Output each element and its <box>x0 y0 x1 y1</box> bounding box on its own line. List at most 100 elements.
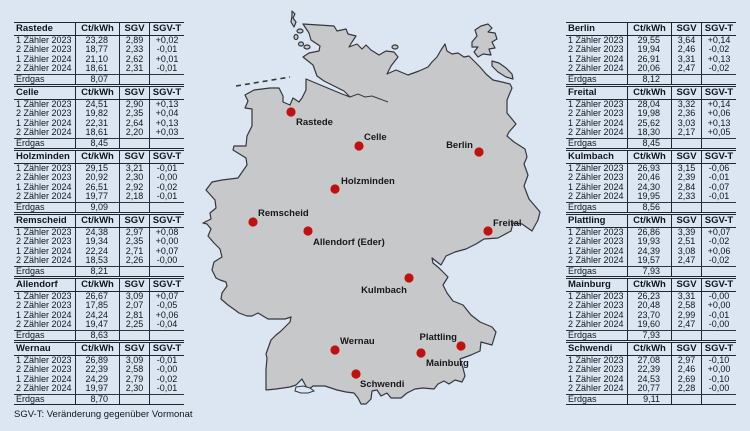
sgvt-cell: -0,04 <box>156 320 178 330</box>
col-header-sgv: SGV <box>672 343 702 355</box>
empty-cell <box>150 395 184 404</box>
col-header-sgvt: SGV-T <box>152 87 182 98</box>
erdgas-row: Erdgas 8,07 <box>14 73 184 84</box>
table-row: 1 Zähler 2024 25,62 3,03 +0,13 <box>566 118 736 129</box>
sgv-cell: 2,71 <box>120 246 150 257</box>
sgvt-cell: +0,13 <box>707 118 731 128</box>
col-header-price: Ct/kWh <box>628 343 672 355</box>
sgvt-cell: -0,01 <box>708 173 730 183</box>
sgvt-cell: -0,01 <box>156 356 178 365</box>
sgvt-cell: -0,00 <box>708 384 730 394</box>
row-label: 1 Zähler 2024 <box>14 182 76 193</box>
row-label: 1 Zähler 2023 <box>14 36 76 46</box>
price-table-plattling: Plattling Ct/kWh SGV SGV-T 1 Zähler 2023 26,8… <box>566 214 736 277</box>
city-marker-holzminden <box>330 184 340 194</box>
erdgas-row: Erdgas 9,11 <box>566 393 736 404</box>
sgvt-cell: -0,01 <box>156 384 178 394</box>
sgv-cell: 2,30 <box>120 173 150 183</box>
table-row: 2 Zähler 2023 19,82 2,35 +0,04 <box>14 109 184 119</box>
col-header-sgv: SGV <box>672 151 702 163</box>
table-row: 2 Zähler 2024 18,61 2,20 +0,03 <box>14 128 184 138</box>
price-cell: 19,95 <box>628 192 672 202</box>
sgvt-cell: +0,08 <box>155 228 179 237</box>
table-city-name: Holzminden <box>14 151 76 163</box>
col-header-sgvt: SGV-T <box>704 151 734 162</box>
usedom-island <box>491 60 514 80</box>
footnote-sgvt-explanation: SGV-T: Veränderung gegenüber Vormonat <box>14 409 193 420</box>
city-label-freital: Freital <box>493 218 522 229</box>
ruegen-island <box>471 23 498 58</box>
erdgas-row: Erdgas 9,09 <box>14 201 184 212</box>
price-cell: 19,93 <box>628 237 672 247</box>
col-header-sgv: SGV <box>672 87 702 99</box>
col-header-sgvt: SGV-T <box>152 23 182 34</box>
table-row: 1 Zähler 2023 28,04 3,32 +0,14 <box>566 100 736 110</box>
price-table-celle: Celle Ct/kWh SGV SGV-T 1 Zähler 2023 24,51 2,9… <box>14 86 184 149</box>
sgv-cell: 2,35 <box>120 109 150 119</box>
table-row: 2 Zähler 2023 19,94 2,46 -0,02 <box>566 45 736 55</box>
sgvt-cell: +0,14 <box>707 36 731 45</box>
price-table-freital: Freital Ct/kWh SGV SGV-T 1 Zähler 2023 28,04 3… <box>566 86 736 149</box>
table-city-name: Schwendi <box>566 343 628 355</box>
row-label: 2 Zähler 2023 <box>566 45 628 55</box>
col-header-price: Ct/kWh <box>76 215 120 227</box>
city-label-plattling: Plattling <box>420 332 458 343</box>
sgvt-cell: +0,07 <box>155 246 179 256</box>
north-frisian-islands <box>293 28 399 50</box>
price-table-holzminden: Holzminden Ct/kWh SGV SGV-T 1 Zähler 2023 29,… <box>14 150 184 213</box>
row-label: Erdgas <box>566 138 628 148</box>
row-label: 2 Zähler 2023 <box>14 45 76 55</box>
price-cell: 20,48 <box>628 301 672 311</box>
price-cell: 21,10 <box>76 54 120 65</box>
row-label: 1 Zähler 2024 <box>566 118 628 129</box>
table-header-row: Kulmbach Ct/kWh SGV SGV-T <box>566 151 736 164</box>
erdgas-value: 8,21 <box>76 266 120 276</box>
table-city-name: Mainburg <box>566 279 628 291</box>
row-label: 1 Zähler 2024 <box>14 118 76 129</box>
row-label: 2 Zähler 2023 <box>566 365 628 375</box>
sgvt-cell: -0,10 <box>708 374 730 384</box>
sgv-cell: 3,03 <box>672 118 702 129</box>
price-cell: 24,51 <box>76 100 120 110</box>
row-label: 1 Zähler 2023 <box>14 100 76 110</box>
row-label: 1 Zähler 2023 <box>566 292 628 302</box>
row-label: 1 Zähler 2024 <box>566 182 628 193</box>
city-marker-kulmbach <box>404 273 414 283</box>
sgvt-cell: +0,01 <box>155 54 179 64</box>
col-header-sgvt: SGV-T <box>152 279 182 290</box>
sgvt-cell: -0,02 <box>156 182 178 192</box>
price-cell: 18,77 <box>76 45 120 55</box>
sgv-cell: 2,51 <box>672 237 702 247</box>
sgv-cell: 2,07 <box>120 301 150 311</box>
price-cell: 25,62 <box>628 118 672 129</box>
price-cell: 29,55 <box>628 36 672 46</box>
sgvt-cell: +0,07 <box>707 228 731 237</box>
row-label: 1 Zähler 2023 <box>566 356 628 366</box>
row-label: 2 Zähler 2024 <box>14 256 76 266</box>
erdgas-value: 9,11 <box>628 394 672 404</box>
erdgas-row: Erdgas 8,21 <box>14 265 184 276</box>
price-cell: 19,47 <box>76 320 120 330</box>
sgv-cell: 3,64 <box>672 36 702 46</box>
table-row: 2 Zähler 2024 19,97 2,30 -0,01 <box>14 384 184 394</box>
row-label: Erdgas <box>566 394 628 404</box>
price-cell: 24,24 <box>76 310 120 321</box>
col-header-sgvt: SGV-T <box>704 343 734 354</box>
col-header-sgv: SGV <box>120 151 150 163</box>
sgvt-cell: -0,10 <box>708 356 730 365</box>
east-frisian-islands-dashes <box>235 76 291 87</box>
sgv-cell: 2,33 <box>120 45 150 55</box>
price-table-rastede: Rastede Ct/kWh SGV SGV-T 1 Zähler 2023 23,28 2… <box>14 22 184 85</box>
sgvt-cell: +0,04 <box>155 109 179 119</box>
row-label: Erdgas <box>14 330 76 340</box>
empty-cell <box>672 266 702 276</box>
sgv-cell: 3,15 <box>672 164 702 174</box>
table-header-row: Allendorf Ct/kWh SGV SGV-T <box>14 279 184 292</box>
price-table-remscheid: Remscheid Ct/kWh SGV SGV-T 1 Zähler 2023 24,3… <box>14 214 184 277</box>
sgv-cell: 2,79 <box>120 374 150 385</box>
row-label: 2 Zähler 2024 <box>14 192 76 202</box>
empty-cell <box>702 75 736 84</box>
row-label: 1 Zähler 2023 <box>14 164 76 174</box>
table-row: 1 Zähler 2023 27,08 2,97 -0,10 <box>566 356 736 366</box>
